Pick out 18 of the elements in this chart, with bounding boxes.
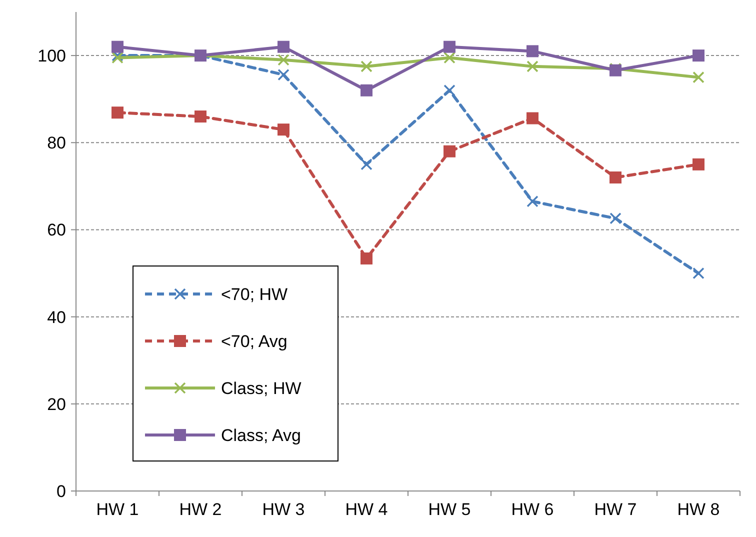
x-tick-label: HW 8 bbox=[677, 500, 720, 519]
x-tick-label: HW 1 bbox=[96, 500, 139, 519]
legend-label: <70; HW bbox=[221, 284, 288, 304]
legend-label: Class; Avg bbox=[221, 426, 302, 445]
x-tick-label: HW 5 bbox=[428, 500, 471, 519]
y-tick-label: 40 bbox=[47, 308, 66, 327]
y-tick-label: 20 bbox=[47, 394, 66, 414]
x-tick-label: HW 7 bbox=[594, 500, 637, 519]
x-tick-label: HW 6 bbox=[511, 500, 554, 519]
y-tick-label: 0 bbox=[56, 482, 66, 501]
y-tick-label: 60 bbox=[47, 220, 66, 240]
y-tick-label: 100 bbox=[38, 46, 66, 66]
legend-label: Class; HW bbox=[221, 378, 302, 398]
x-tick-label: HW 4 bbox=[345, 500, 388, 519]
legend-label: <70; Avg bbox=[221, 332, 288, 351]
x-tick-label: HW 2 bbox=[179, 500, 222, 519]
y-tick-label: 80 bbox=[47, 134, 66, 153]
x-tick-label: HW 3 bbox=[262, 500, 305, 519]
